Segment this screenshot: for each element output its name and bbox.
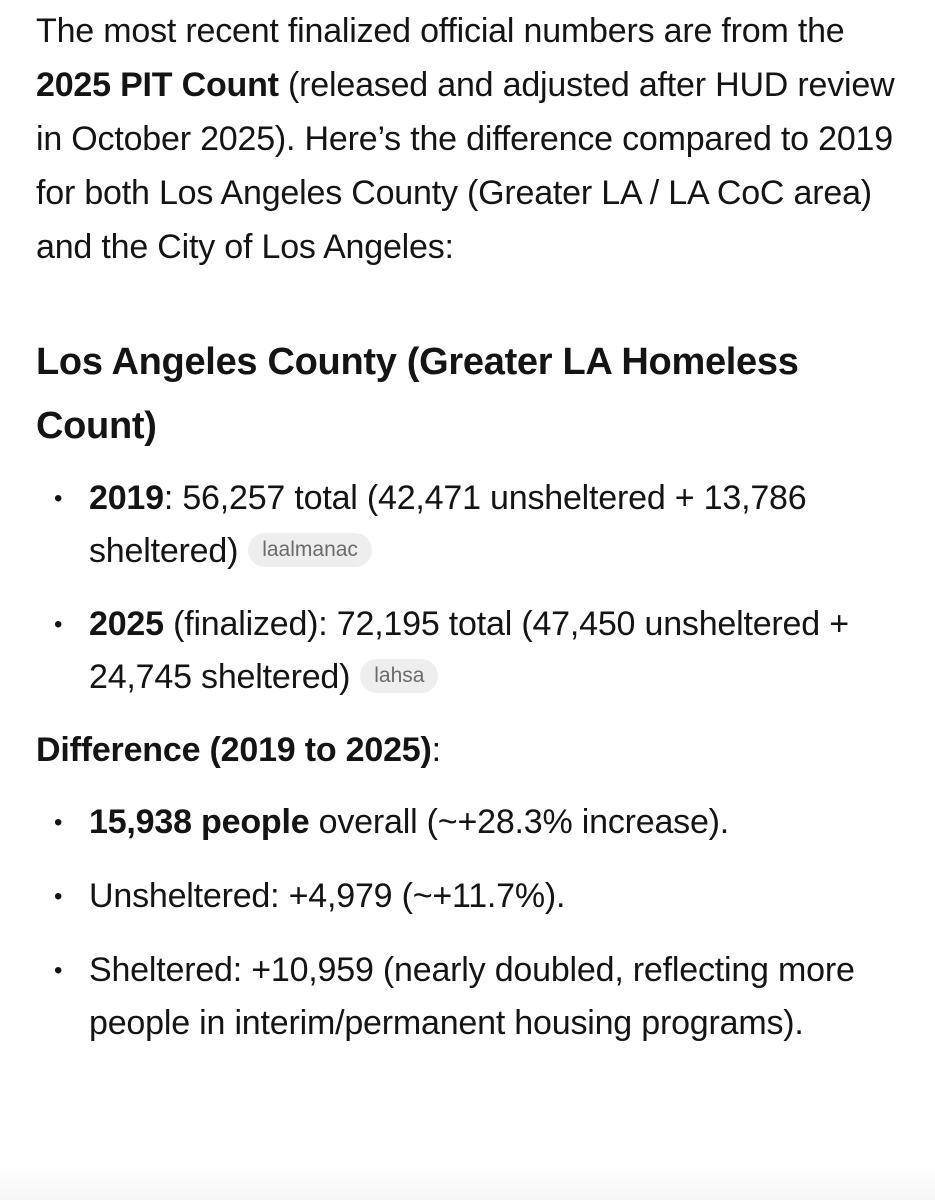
intro-paragraph: The most recent finalized official numbe… — [36, 0, 916, 274]
list-item: • 2019: 56,257 total (42,471 unsheltered … — [36, 472, 916, 578]
county-stats-list: • 2019: 56,257 total (42,471 unsheltered … — [36, 472, 916, 704]
year-2025-stats: (finalized): 72,195 total (47,450 unshel… — [89, 605, 849, 696]
year-2025-label: 2025 — [89, 605, 164, 643]
list-item: • 2025 (finalized): 72,195 total (47,450 … — [36, 598, 916, 704]
source-badge-lahsa[interactable]: lahsa — [360, 659, 439, 693]
list-item: • 15,938 people overall (~+28.3% increase… — [36, 796, 916, 849]
chat-response: The most recent finalized official numbe… — [36, 0, 916, 1050]
overall-change-value: 15,938 people — [89, 803, 310, 841]
source-badge-laalmanac[interactable]: laalmanac — [248, 533, 372, 567]
bullet-icon: • — [54, 611, 63, 638]
county-section-heading: Los Angeles County (Greater LA Homeless … — [36, 341, 799, 447]
list-item: • Sheltered: +10,959 (nearly doubled, ref… — [36, 944, 916, 1050]
bottom-fade — [0, 1164, 935, 1200]
difference-list: • 15,938 people overall (~+28.3% increase… — [36, 796, 916, 1050]
bullet-icon: • — [54, 957, 63, 984]
intro-text-end: (released and adjusted after HUD review … — [36, 66, 895, 266]
bullet-icon: • — [54, 485, 63, 512]
difference-heading-suffix: : — [431, 731, 441, 769]
unsheltered-change-text: Unsheltered: +4,979 (~+11.7%). — [89, 877, 566, 915]
overall-change-text: overall (~+28.3% increase). — [309, 803, 730, 841]
bullet-icon: • — [54, 883, 63, 910]
bullet-icon: • — [54, 809, 63, 836]
difference-heading: Difference (2019 to 2025): — [36, 722, 916, 778]
list-item: • Unsheltered: +4,979 (~+11.7%). — [36, 870, 916, 923]
year-2019-label: 2019 — [89, 479, 164, 517]
difference-heading-bold: Difference (2019 to 2025) — [36, 731, 432, 769]
intro-text-start: The most recent finalized official numbe… — [36, 12, 845, 50]
intro-bold-pit-count: 2025 PIT Count — [36, 66, 279, 104]
sheltered-change-text: Sheltered: +10,959 (nearly doubled, refl… — [89, 951, 855, 1042]
year-2019-stats: : 56,257 total (42,471 unsheltered + 13,… — [89, 479, 807, 570]
